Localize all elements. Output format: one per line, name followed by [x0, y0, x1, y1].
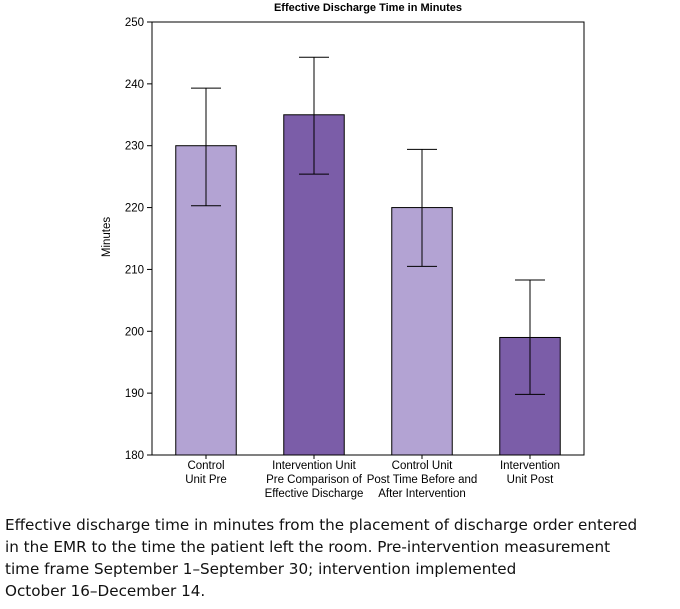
plot-frame: [151, 21, 585, 456]
bar-chart: Effective Discharge Time in Minutes Minu…: [101, 2, 585, 500]
y-tick-label: 200: [125, 326, 144, 338]
x-category-label: Intervention: [500, 460, 560, 472]
caption-line: October 16–December 14.: [5, 582, 206, 600]
x-category-label: After Intervention: [378, 488, 466, 500]
x-category-label: Pre Comparison of: [266, 474, 363, 486]
x-category-label: Effective Discharge: [265, 488, 364, 500]
chart-title: Effective Discharge Time in Minutes: [274, 2, 462, 14]
error-bars: [191, 56, 545, 395]
y-tick-label: 190: [125, 388, 144, 400]
bars: [175, 114, 561, 456]
x-category-label: Unit Post: [507, 474, 554, 486]
y-tick-label: 250: [125, 17, 144, 29]
caption-line: Effective discharge time in minutes from…: [5, 516, 638, 534]
y-tick-label: 210: [125, 264, 144, 276]
caption-line: in the EMR to the time the patient left …: [5, 538, 611, 556]
y-tick-label: 230: [125, 141, 144, 153]
y-tick-label: 180: [125, 450, 144, 462]
y-tick-label: 240: [125, 79, 144, 91]
figure-caption: Effective discharge time in minutes from…: [5, 514, 677, 602]
caption-line: time frame September 1–September 30; int…: [5, 560, 517, 578]
x-category-label: Control Unit: [392, 460, 454, 472]
x-category-label: Intervention Unit: [272, 460, 357, 472]
y-tick-label: 220: [125, 203, 144, 215]
x-category-label: Unit Pre: [185, 474, 227, 486]
y-axis-label: Minutes: [101, 217, 113, 258]
x-category-label: Control: [187, 460, 224, 472]
x-axis-categories: Control Unit Pre Intervention Unit Pre Comp…: [185, 455, 560, 500]
y-axis-ticks: 180 190 200 210 220 230 240 250: [125, 17, 152, 462]
x-category-label: Post Time Before and: [367, 474, 478, 486]
